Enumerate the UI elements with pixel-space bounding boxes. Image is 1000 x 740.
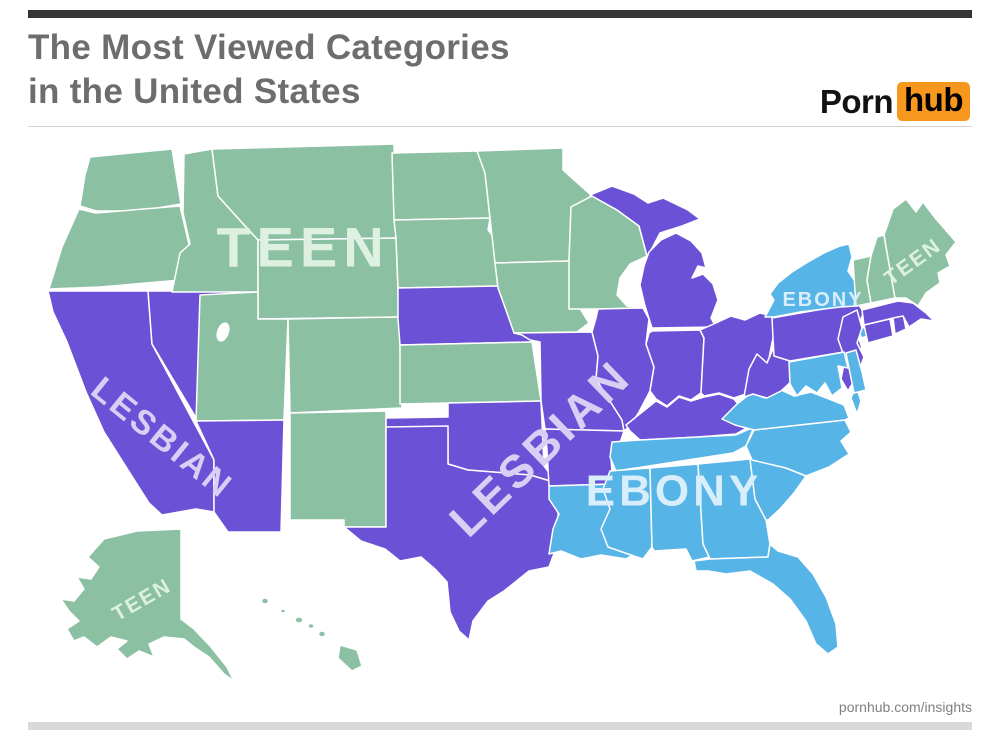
page-title: The Most Viewed Categories in the United… xyxy=(28,26,510,114)
state-fl xyxy=(693,543,839,655)
great-salt-lake xyxy=(216,322,230,342)
state-md xyxy=(788,351,849,397)
logo-word: Porn xyxy=(819,82,894,120)
map-label-ebony-3: EBONY xyxy=(586,467,762,516)
state-nm xyxy=(289,410,387,528)
footer-url: pornhub.com/insights xyxy=(838,699,972,715)
state-ma xyxy=(861,300,935,328)
map-label-teen-0: TEEN xyxy=(216,216,389,279)
state-ny xyxy=(764,243,868,318)
state-il xyxy=(591,307,655,432)
state-ca xyxy=(47,290,215,516)
state-az xyxy=(195,419,285,533)
state-wa xyxy=(79,148,182,212)
state-mi-lower xyxy=(639,232,719,329)
header-divider xyxy=(28,126,972,127)
page-title-line2: in the United States xyxy=(28,72,361,111)
state-tx xyxy=(343,425,560,641)
states-group xyxy=(47,143,957,682)
state-ks xyxy=(399,341,542,405)
state-in xyxy=(645,329,705,407)
bottom-accent-bar xyxy=(28,722,972,730)
state-sd xyxy=(393,217,500,289)
state-nc xyxy=(745,419,852,477)
state-ak xyxy=(60,528,235,682)
map-label-ebony-4: EBONY xyxy=(782,289,863,311)
state-me xyxy=(883,198,957,307)
state-mi-upper xyxy=(589,185,701,257)
page-title-line1: The Most Viewed Categories xyxy=(28,28,510,67)
top-accent-bar xyxy=(28,10,972,18)
state-nd xyxy=(391,150,491,221)
state-or xyxy=(48,205,192,290)
pornhub-logo: Porn hub xyxy=(819,81,970,122)
state-co xyxy=(287,316,403,414)
logo-box-word: hub xyxy=(897,81,970,122)
state-de xyxy=(845,349,867,394)
state-hi xyxy=(260,597,363,672)
